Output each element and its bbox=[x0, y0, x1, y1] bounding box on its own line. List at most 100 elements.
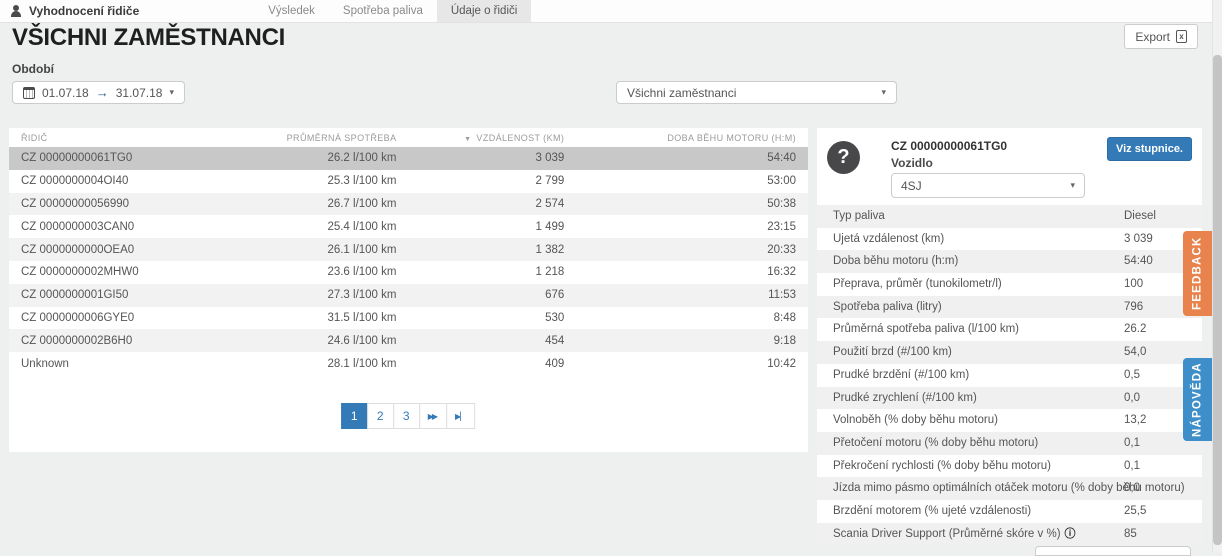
avg-consumption-cell: 24.6 l/100 km bbox=[327, 334, 397, 347]
table-row[interactable]: CZ 0000000004OI40 25.3 l/100 km 2 799 53… bbox=[9, 170, 808, 193]
tooltip-partial-box bbox=[1035, 546, 1191, 556]
detail-row-label: Přeprava, průměr (tunokilometr/l) bbox=[833, 278, 1002, 291]
distance-cell: 454 bbox=[545, 334, 565, 347]
driver-id-cell: CZ 0000000003CAN0 bbox=[21, 220, 135, 233]
vehicle-select-value: 4SJ bbox=[901, 178, 922, 193]
date-range-picker[interactable]: 01.07.18 → 31.07.18 ▾ bbox=[12, 81, 185, 104]
avg-consumption-cell: 25.4 l/100 km bbox=[327, 220, 397, 233]
table-row[interactable]: Unknown 28.1 l/100 km 409 10:42 bbox=[9, 352, 808, 375]
table-row[interactable]: CZ 00000000056990 26.7 l/100 km 2 574 50… bbox=[9, 192, 808, 216]
chevron-down-icon: ▾ bbox=[169, 87, 174, 97]
detail-row-value: 13,2 bbox=[1124, 414, 1147, 427]
pagination-page-button[interactable]: 2 bbox=[366, 403, 394, 429]
column-header-driver[interactable]: ŘIDIČ bbox=[21, 133, 48, 143]
detail-row-value: 26.2 bbox=[1124, 323, 1147, 336]
avg-consumption-cell: 31.5 l/100 km bbox=[327, 311, 397, 324]
detail-row-label: Scania Driver Support (Průměrné skóre v … bbox=[833, 527, 1076, 540]
avg-consumption-cell: 27.3 l/100 km bbox=[327, 289, 397, 302]
distance-cell: 1 218 bbox=[535, 266, 565, 279]
view-scale-button[interactable]: Viz stupnice. bbox=[1106, 137, 1192, 161]
detail-row-label: Prudké zrychlení (#/100 km) bbox=[833, 391, 977, 404]
engine-time-cell: 53:00 bbox=[767, 175, 796, 188]
driver-id-cell: CZ 0000000000OEA0 bbox=[21, 243, 135, 256]
employee-filter-select[interactable]: Všichni zaměstnanci ▾ bbox=[616, 81, 897, 104]
detail-row-value: 0,0 bbox=[1124, 482, 1140, 495]
feedback-side-tab[interactable]: FEEDBACK bbox=[1183, 231, 1212, 316]
detail-row: Jízda mimo pásmo optimálních otáček moto… bbox=[817, 477, 1202, 500]
avg-consumption-cell: 26.1 l/100 km bbox=[327, 243, 397, 256]
tab-driver-data[interactable]: Údaje o řidiči bbox=[436, 0, 532, 22]
driver-id-cell: Unknown bbox=[21, 357, 69, 370]
pagination-fast-forward-button[interactable]: ▶▶ bbox=[418, 403, 447, 429]
pagination: 1 2 3 ▶▶ ▶▏ bbox=[340, 403, 476, 429]
driver-id-cell: CZ 0000000001GI50 bbox=[21, 289, 129, 302]
pagination-last-page-button[interactable]: ▶▏ bbox=[446, 403, 476, 429]
driver-id-cell: CZ 0000000002MHW0 bbox=[21, 266, 139, 279]
top-navigation-bar: Vyhodnocení řidiče Výsledek Spotřeba pal… bbox=[0, 0, 1212, 23]
tab-fuel-consumption[interactable]: Spotřeba paliva bbox=[342, 5, 423, 17]
sort-desc-icon: ▼ bbox=[464, 136, 472, 143]
vehicle-label: Vozidlo bbox=[891, 156, 933, 170]
driver-id-cell: CZ 0000000006GYE0 bbox=[21, 311, 135, 324]
distance-cell: 1 499 bbox=[535, 220, 565, 233]
avg-consumption-cell: 28.1 l/100 km bbox=[327, 357, 397, 370]
drivers-table-body: CZ 00000000061TG0 26.2 l/100 km 3 039 54… bbox=[9, 147, 808, 375]
table-row[interactable]: CZ 0000000002B6H0 24.6 l/100 km 454 9:18 bbox=[9, 329, 808, 353]
detail-row-label: Průměrná spotřeba paliva (l/100 km) bbox=[833, 323, 1019, 336]
detail-row: Doba běhu motoru (h:m) 54:40 bbox=[817, 250, 1202, 274]
column-header-distance[interactable]: ▼ VZDÁLENOST (KM) bbox=[464, 133, 565, 143]
avg-consumption-cell: 26.7 l/100 km bbox=[327, 197, 397, 210]
detail-row: Průměrná spotřeba paliva (l/100 km) 26.2 bbox=[817, 318, 1202, 341]
engine-time-cell: 11:53 bbox=[768, 289, 796, 302]
driver-detail-id: CZ 00000000061TG0 bbox=[891, 139, 1008, 153]
period-label: Období bbox=[12, 62, 54, 76]
detail-row: Prudké brzdění (#/100 km) 0,5 bbox=[817, 364, 1202, 387]
table-row[interactable]: CZ 00000000061TG0 26.2 l/100 km 3 039 54… bbox=[9, 147, 808, 170]
engine-time-cell: 23:15 bbox=[767, 220, 796, 233]
help-side-tab[interactable]: NÁPOVĚDA bbox=[1183, 358, 1212, 441]
avg-consumption-cell: 23.6 l/100 km bbox=[327, 266, 397, 279]
pagination-page-button[interactable]: 3 bbox=[392, 403, 420, 429]
tab-result[interactable]: Výsledek bbox=[268, 5, 315, 17]
column-header-engine-time[interactable]: DOBA BĚHU MOTORU (H:M) bbox=[667, 133, 796, 143]
engine-time-cell: 10:42 bbox=[767, 357, 796, 370]
detail-row: Překročení rychlosti (% doby běhu motoru… bbox=[817, 455, 1202, 478]
engine-time-cell: 50:38 bbox=[767, 197, 796, 210]
employee-filter-value: Všichni zaměstnanci bbox=[627, 85, 737, 100]
table-row[interactable]: CZ 0000000000OEA0 26.1 l/100 km 1 382 20… bbox=[9, 238, 808, 261]
table-row[interactable]: CZ 0000000003CAN0 25.4 l/100 km 1 499 23… bbox=[9, 215, 808, 238]
detail-row-label: Překročení rychlosti (% doby běhu motoru… bbox=[833, 459, 1051, 472]
export-button[interactable]: Export x bbox=[1124, 24, 1198, 49]
detail-row-value: 3 039 bbox=[1124, 232, 1153, 245]
date-to-value: 31.07.18 bbox=[115, 85, 163, 100]
engine-time-cell: 8:48 bbox=[773, 311, 796, 324]
main-tabs: Výsledek Spotřeba paliva Údaje o řidiči bbox=[254, 0, 532, 22]
scrollbar-thumb[interactable] bbox=[1212, 55, 1222, 545]
detail-row-label: Jízda mimo pásmo optimálních otáček moto… bbox=[833, 482, 1185, 495]
drivers-table-card: ŘIDIČ PRŮMĚRNÁ SPOTŘEBA ▼ VZDÁLENOST (KM… bbox=[9, 128, 808, 452]
detail-row: Typ paliva Diesel bbox=[817, 205, 1202, 228]
engine-time-cell: 9:18 bbox=[773, 334, 796, 347]
column-header-avg-consumption[interactable]: PRŮMĚRNÁ SPOTŘEBA bbox=[286, 133, 397, 143]
distance-cell: 2 799 bbox=[535, 175, 565, 188]
chevron-down-icon: ▾ bbox=[881, 87, 886, 97]
chevron-down-icon: ▾ bbox=[1070, 180, 1075, 190]
detail-row-label: Brzdění motorem (% ujeté vzdálenosti) bbox=[833, 504, 1032, 517]
vehicle-select[interactable]: 4SJ ▾ bbox=[891, 173, 1085, 198]
detail-row-value: 85 bbox=[1124, 527, 1137, 540]
detail-row-value: 0,0 bbox=[1124, 391, 1140, 404]
detail-row-value: 54:40 bbox=[1124, 255, 1153, 268]
table-row[interactable]: CZ 0000000006GYE0 31.5 l/100 km 530 8:48 bbox=[9, 307, 808, 330]
table-row[interactable]: CZ 0000000001GI50 27.3 l/100 km 676 11:5… bbox=[9, 283, 808, 307]
pagination-page-button[interactable]: 1 bbox=[340, 403, 368, 429]
detail-row-value: 796 bbox=[1124, 300, 1144, 313]
driver-person-icon bbox=[10, 5, 23, 17]
table-row[interactable]: CZ 0000000002MHW0 23.6 l/100 km 1 218 16… bbox=[9, 261, 808, 284]
detail-row-value: 0,1 bbox=[1124, 459, 1140, 472]
detail-row-label: Prudké brzdění (#/100 km) bbox=[833, 368, 970, 381]
avg-consumption-cell: 26.2 l/100 km bbox=[327, 152, 397, 165]
detail-row-value: 25,5 bbox=[1124, 504, 1147, 517]
scrollbar-track[interactable] bbox=[1212, 0, 1222, 552]
info-icon[interactable]: ⓘ bbox=[1064, 527, 1076, 540]
detail-row-label: Doba běhu motoru (h:m) bbox=[833, 255, 959, 268]
